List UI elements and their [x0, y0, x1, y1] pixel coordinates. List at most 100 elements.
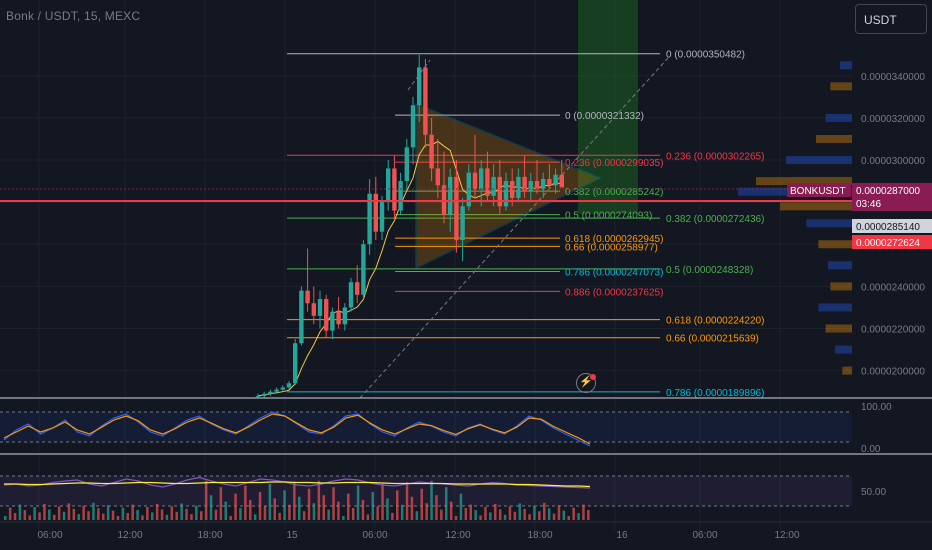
volume-profile-bar — [756, 177, 852, 186]
candle-body — [472, 172, 478, 190]
rsi-axis-label: 50.00 — [861, 487, 886, 498]
candle-body — [460, 206, 465, 241]
fib-level-label: 0.618 (0.0000262945) — [565, 234, 663, 245]
volume-bar — [28, 515, 31, 520]
volume-bar — [141, 515, 144, 520]
candle-body — [410, 105, 416, 148]
volume-bar — [116, 516, 120, 520]
y-axis-tick-label: 0.0000300000 — [861, 156, 925, 167]
oscillator-axis-label: 100.00 — [861, 402, 892, 413]
volume-profile-bar — [830, 282, 852, 291]
volume-bar — [288, 504, 291, 520]
y-axis-tick-label: 0.0000220000 — [861, 325, 925, 336]
volume-profile-bar — [816, 134, 852, 143]
volume-bar — [146, 507, 149, 520]
candle-body — [336, 311, 341, 325]
volume-bar — [72, 508, 76, 520]
volume-bar — [445, 487, 448, 520]
volume-bar — [165, 514, 169, 520]
candle-body — [348, 282, 354, 308]
fib-level-label: 0.786 (0.0000189896) — [666, 388, 764, 399]
candle-body — [541, 178, 546, 190]
volume-bar — [283, 490, 286, 520]
price-tag-label: 0.0000285140 — [856, 222, 920, 233]
y-axis-tick-label: 0.0000240000 — [861, 282, 925, 293]
alert-icon[interactable]: ⚡ — [576, 373, 596, 393]
volume-profile-bar — [806, 219, 852, 228]
candle-body — [417, 67, 422, 106]
volume-bar — [410, 496, 414, 520]
rsi-series-line — [4, 481, 591, 488]
volume-bar — [381, 484, 384, 520]
volume-bar — [464, 508, 468, 520]
candle-body — [330, 311, 335, 331]
volume-bar — [249, 500, 252, 520]
volume-bar — [312, 503, 316, 520]
volume-bar — [508, 506, 512, 520]
y-axis-tick-label: 0.0000320000 — [861, 114, 925, 125]
candle-body — [342, 307, 347, 325]
volume-bar — [151, 512, 154, 520]
volume-profile-bar — [840, 61, 852, 70]
volume-bar — [317, 480, 321, 520]
volume-profile-bar — [780, 202, 852, 211]
x-axis-tick-label: 12:00 — [774, 530, 799, 541]
volume-bar — [204, 480, 208, 520]
volume-bar — [351, 508, 355, 520]
volume-bar — [503, 514, 507, 520]
volume-bar — [538, 511, 541, 520]
volume-bar — [200, 511, 203, 520]
candle-body — [311, 303, 316, 316]
volume-bar — [293, 482, 296, 520]
candle-body — [293, 343, 298, 384]
volume-bar — [528, 514, 531, 520]
oscillator-axis-label: 0.00 — [861, 444, 881, 455]
volume-bar — [298, 496, 301, 520]
volume-bar — [337, 501, 340, 520]
volume-profile-bar — [818, 303, 852, 312]
volume-bar — [572, 507, 575, 520]
volume-bar — [102, 513, 105, 520]
volume-bar — [498, 509, 502, 520]
volume-bar — [273, 498, 276, 520]
rsi-series-line — [3, 476, 591, 489]
volume-bar — [77, 514, 80, 520]
oscillator-series-line — [3, 413, 591, 445]
candle-body — [274, 389, 279, 392]
volume-bar — [53, 514, 56, 520]
volume-bar — [459, 493, 463, 520]
candle-body — [429, 134, 434, 169]
fib-level-label: 0.66 (0.0000215639) — [666, 334, 759, 345]
volume-bar — [430, 480, 433, 520]
candle-body — [286, 383, 292, 388]
volume-bar — [131, 504, 134, 520]
x-axis-tick-label: 06:00 — [692, 530, 717, 541]
volume-bar — [440, 509, 443, 520]
volume-bar — [97, 508, 100, 520]
volume-profile-bar — [825, 324, 852, 333]
countdown-label: 03:46 — [856, 199, 881, 210]
volume-bar — [111, 510, 115, 520]
symbol-tag-box — [787, 183, 851, 197]
candle-body — [510, 181, 515, 198]
volume-bar — [484, 507, 487, 520]
currency-button[interactable]: USDT — [855, 4, 927, 34]
candle-body — [361, 244, 366, 295]
fib-level-label: 0.382 (0.0000272436) — [666, 214, 764, 225]
fib-level-label: 0.66 (0.0000258977) — [565, 242, 658, 253]
volume-bar — [557, 505, 561, 520]
volume-bar — [425, 503, 428, 520]
volume-bar — [234, 493, 237, 520]
fib-level-label: 0.382 (0.0000285242) — [565, 187, 663, 198]
volume-bar — [18, 504, 22, 520]
volume-bar — [195, 505, 198, 520]
volume-bar — [209, 495, 213, 520]
volume-profile-bar — [786, 156, 852, 165]
volume-bar — [356, 485, 360, 520]
fib-level-label: 0.618 (0.0000224220) — [666, 316, 764, 327]
volume-bar — [396, 490, 399, 520]
volume-profile-bar — [818, 240, 852, 249]
volume-bar — [479, 515, 482, 520]
candle-body — [559, 174, 564, 188]
